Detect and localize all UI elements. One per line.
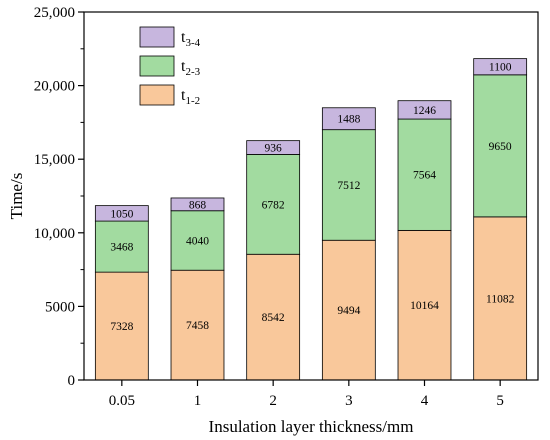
data-labels-layer: 7328 3468 1050 7458 4040 868 8542 6782 936 9494 75… (110, 62, 514, 333)
legend: t3-4 t2-3 t1-2 (139, 26, 201, 107)
legend-swatch-t2-3 (139, 55, 175, 77)
data-label-t2-3-3: 7512 (337, 180, 360, 192)
y-tick-label: 5000 (45, 299, 75, 315)
y-tick-label: 0 (68, 373, 76, 389)
legend-swatch-t1-2 (139, 84, 175, 106)
y-axis-title: Time/s (7, 173, 26, 220)
data-label-t1-2-5: 11082 (486, 293, 515, 305)
data-label-t3-4-2: 936 (265, 143, 283, 155)
bar-t2-3-3 (321, 129, 376, 241)
bar-t3-4-3 (321, 107, 376, 131)
x-tick-label: 5 (496, 393, 504, 409)
bar-t1-2-2 (246, 253, 301, 381)
data-label-t3-4-3: 1488 (337, 114, 360, 126)
x-tick-label: 4 (421, 393, 429, 409)
data-label-t3-4-5: 1100 (489, 62, 512, 74)
bar-t2-3-4 (397, 118, 452, 231)
bar-t2-3-0.05 (94, 220, 149, 273)
legend-label-t1-2: t1-2 (181, 87, 200, 107)
bar-t3-4-1 (170, 197, 225, 212)
data-label-t1-2-0.05: 7328 (110, 321, 133, 333)
bar-t2-3-1 (170, 210, 225, 271)
x-tick-label: 3 (345, 393, 353, 409)
bar-t1-2-1 (170, 269, 225, 381)
x-axis-title: Insulation layer thickness/mm (209, 417, 414, 436)
data-label-t2-3-2: 6782 (262, 199, 285, 211)
x-tick-label: 0.05 (109, 393, 135, 409)
bar-t1-2-0.05 (94, 271, 149, 381)
x-tick-label: 2 (269, 393, 277, 409)
data-label-t2-3-5: 9650 (489, 141, 512, 153)
data-label-t1-2-4: 10164 (410, 300, 439, 312)
bar-t3-4-4 (397, 100, 452, 120)
bars-layer (94, 58, 528, 381)
bar-t3-4-0.05 (94, 205, 149, 222)
bar-t3-4-2 (246, 140, 301, 155)
bar-t3-4-5 (473, 58, 528, 76)
data-label-t3-4-4: 1246 (413, 105, 436, 117)
data-label-t2-3-0.05: 3468 (110, 242, 133, 254)
bar-t1-2-5 (473, 216, 528, 381)
data-label-t3-4-1: 868 (189, 199, 207, 211)
y-tick-label: 10,000 (34, 226, 75, 242)
legend-swatch-t3-4 (139, 26, 175, 48)
data-label-t1-2-3: 9494 (337, 305, 360, 317)
y-tick-label: 20,000 (34, 79, 75, 95)
data-label-t1-2-2: 8542 (262, 312, 285, 324)
x-axis-ticks: 0.05 1 2 3 4 5 (109, 380, 504, 409)
data-label-t2-3-4: 7564 (413, 170, 436, 182)
y-axis-ticks: 0 5000 10,000 15,000 20,000 25,000 (34, 5, 84, 389)
data-label-t2-3-1: 4040 (186, 235, 209, 247)
bar-t2-3-2 (246, 154, 301, 255)
y-tick-label: 15,000 (34, 152, 75, 168)
x-tick-label: 1 (194, 393, 202, 409)
data-label-t3-4-0.05: 1050 (110, 208, 133, 220)
data-label-t1-2-1: 7458 (186, 320, 209, 332)
bar-t2-3-5 (473, 74, 528, 218)
legend-label-t3-4: t3-4 (181, 29, 201, 49)
legend-label-t2-3: t2-3 (181, 58, 201, 78)
y-tick-label: 25,000 (34, 5, 75, 21)
